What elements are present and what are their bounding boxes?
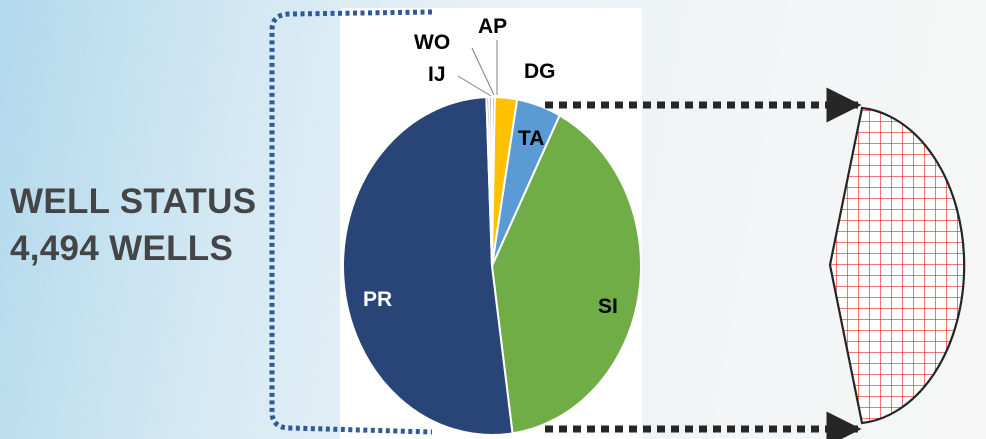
data-label-si: SI [598, 295, 618, 318]
chart-subtitle: 4,494 WELLS [10, 229, 234, 268]
data-label-pr: PR [363, 288, 392, 311]
leader-line-ij [457, 75, 492, 97]
leader-lines [457, 40, 498, 97]
pie-slice-si [490, 113, 642, 435]
pie-slices [342, 95, 642, 436]
chart-title: WELL STATUS [10, 182, 257, 221]
data-label-wo: WO [414, 31, 450, 54]
data-label-dg: DG [524, 60, 556, 83]
pie-slice-wo [488, 95, 493, 267]
pie-slice-pr [342, 96, 514, 436]
data-label-ij: IJ [428, 63, 446, 86]
leader-line-wo [471, 47, 495, 96]
data-label-ap: AP [478, 15, 507, 38]
hatched-callout-shape [828, 106, 966, 425]
highlight-bracket [269, 9, 433, 435]
data-label-ta: TA [518, 127, 544, 150]
